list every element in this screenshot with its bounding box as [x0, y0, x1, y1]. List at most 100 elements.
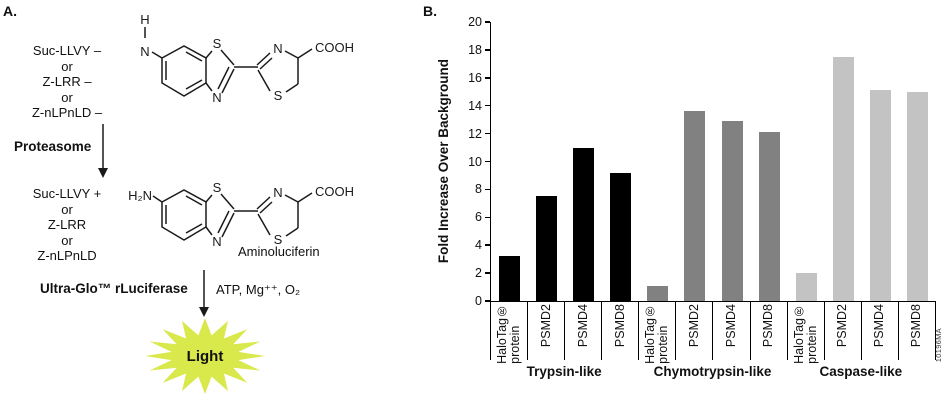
aminoluciferin-caption: Aminoluciferin [238, 244, 320, 259]
y-tick-8 [485, 188, 490, 191]
bar-chart-plot-area: 0 2 4 6 8 10 12 14 16 18 20 [468, 15, 936, 308]
bar-trypsin-like-psmd8 [610, 172, 632, 301]
x-label-cell-trypsin-like-psmd4: PSMD4 [565, 302, 603, 360]
bar-chymotrypsin-like-psmd4 [721, 121, 743, 301]
group-label-chymotrypsin-like: Chymotrypsin-like [653, 364, 772, 379]
bar-caspase-like-psmd2 [832, 56, 854, 301]
cofactors-label: ATP, Mg⁺⁺, O₂ [216, 282, 301, 297]
substrate-bottom-1: Suc-LLVY + [32, 186, 102, 201]
group-label-caspase-like: Caspase-like [819, 364, 903, 379]
light-starburst: Light [145, 318, 265, 394]
y-tick-label-4: 4 [475, 238, 482, 253]
panel-a-label: A. [3, 3, 17, 19]
x-label-psmd8: PSMD8 [761, 304, 776, 348]
substrate-bottom-or-2: or [61, 232, 73, 248]
y-tick-4 [485, 244, 490, 246]
y-tick-label-16: 16 [468, 70, 482, 85]
atom-s-thiazole-label: S [213, 36, 222, 51]
substrate-bottom-3: Z-nLPnLD [37, 248, 97, 263]
y-tick-label-12: 12 [468, 126, 482, 141]
y-tick-label-6: 6 [475, 210, 482, 225]
panel-b: B. Fold Increase Over Background 0 2 4 6 8 10… [420, 0, 950, 401]
x-label-cell-caspase-like-halotag-protein: HaloTag® protein [788, 302, 825, 364]
y-tick-label-14: 14 [468, 98, 482, 113]
atom-n-amine-label: N [140, 44, 149, 59]
bar-chymotrypsin-like-psmd8 [758, 132, 780, 301]
group-labels-row: Trypsin-like Chymotrypsin-like Caspase-lik… [490, 364, 935, 379]
y-tick-label-10: 10 [468, 154, 482, 169]
bar-trypsin-like-psmd2 [536, 196, 558, 301]
x-label-cell-caspase-like-psmd4: PSMD4 [862, 302, 899, 360]
y-tick-label-2: 2 [475, 266, 482, 281]
bar-caspase-like-psmd4 [869, 90, 891, 301]
y-tick-label-8: 8 [475, 182, 482, 197]
cooh-label: COOH [315, 184, 354, 199]
x-label-cell-chymotrypsin-like-psmd8: PSMD8 [751, 302, 788, 360]
substrate-top-1: Suc-LLVY – [32, 43, 102, 58]
x-label-cell-chymotrypsin-like-halotag-protein: HaloTag® protein [639, 302, 677, 364]
bar-caspase-like-psmd8 [906, 91, 928, 301]
bar-trypsin-like-halotag-protein [499, 256, 521, 301]
x-label-cell-trypsin-like-psmd2: PSMD2 [528, 302, 566, 360]
atom-s-thiazoline-label: S [274, 88, 283, 103]
x-label-cell-chymotrypsin-like-psmd4: PSMD4 [713, 302, 751, 360]
y-tick-2 [485, 272, 490, 274]
luciferase-arrow [199, 270, 209, 317]
bar-caspase-like-halotag-protein [795, 273, 817, 301]
panel-b-label: B. [423, 3, 437, 19]
y-tick-label-18: 18 [468, 42, 482, 57]
x-label-psmd4: PSMD4 [872, 304, 887, 348]
x-label-psmd8: PSMD8 [612, 304, 627, 348]
atom-h2n-label: H₂N [128, 188, 152, 203]
x-label-halotag-protein: HaloTag® protein [643, 304, 671, 364]
x-label-psmd2: PSMD2 [538, 304, 553, 348]
y-tick-16 [485, 77, 490, 79]
benzene-ring [161, 45, 207, 97]
bar-trypsin-like-psmd4 [573, 147, 595, 301]
x-label-halotag-protein: HaloTag® protein [791, 304, 819, 364]
x-label-cell-trypsin-like-psmd8: PSMD8 [602, 302, 640, 360]
atom-n-thiazoline-label: N [273, 41, 282, 56]
y-tick-label-20: 20 [468, 15, 482, 29]
x-label-psmd2: PSMD2 [835, 304, 850, 348]
substrate-luciferin-structure: H N S N N S [140, 12, 354, 105]
substrate-list-top: Suc-LLVY – or Z-LRR – or Z-nLPnLD – [16, 43, 118, 121]
substrate-top-2: Z-LRR – [42, 74, 92, 89]
y-tick-0 [485, 300, 490, 302]
atom-n-thiazole-label: N [212, 90, 221, 105]
x-label-cell-caspase-like-psmd8: PSMD8 [899, 302, 936, 360]
atom-s-thiazoline-label: S [274, 232, 283, 247]
figure-code: 10196MA [934, 328, 943, 363]
x-label-psmd4: PSMD4 [575, 304, 590, 348]
x-label-halotag-protein: HaloTag® protein [495, 304, 523, 364]
aminoluciferin-structure: H₂N S N N S COOH [128, 180, 354, 249]
x-label-psmd2: PSMD2 [686, 304, 701, 348]
x-label-psmd8: PSMD8 [909, 304, 924, 348]
substrate-top-or-2: or [61, 89, 73, 105]
substrate-list-bottom: Suc-LLVY + or Z-LRR or Z-nLPnLD [16, 186, 118, 264]
substrate-bottom-or-1: or [61, 201, 73, 217]
x-axis-labels-row: HaloTag® protein PSMD2 PSMD4 PSMD8 HaloTag® pr… [490, 302, 936, 364]
atom-n-thiazoline-label: N [273, 185, 282, 200]
x-label-cell-caspase-like-psmd2: PSMD2 [825, 302, 862, 360]
y-tick-10 [485, 160, 490, 163]
x-label-psmd4: PSMD4 [724, 304, 738, 348]
y-tick-18 [485, 49, 490, 51]
light-star-polygon [145, 318, 265, 394]
y-axis-title-wrap: Fold Increase Over Background [432, 22, 454, 301]
bar-chymotrypsin-like-psmd2 [684, 111, 706, 301]
x-label-cell-trypsin-like-halotag-protein: HaloTag® protein [491, 302, 529, 364]
proteasome-label: Proteasome [14, 139, 92, 154]
atom-s-thiazole-label: S [213, 180, 222, 195]
substrate-top-3: Z-nLPnLD – [31, 105, 103, 120]
y-tick-20 [485, 21, 490, 23]
y-tick-12 [485, 132, 490, 135]
x-label-cell-chymotrypsin-like-psmd2: PSMD2 [676, 302, 714, 360]
benzene-ring [161, 189, 207, 241]
y-tick-label-0: 0 [475, 294, 482, 308]
light-label: Light [187, 348, 224, 365]
luciferase-label: Ultra-Glo™ rLuciferase [40, 281, 188, 296]
panel-a: A. Suc-LLVY – or Z-LRR – or Z-nLPnLD – H… [0, 0, 420, 401]
atom-n-thiazole-label: N [212, 234, 221, 249]
